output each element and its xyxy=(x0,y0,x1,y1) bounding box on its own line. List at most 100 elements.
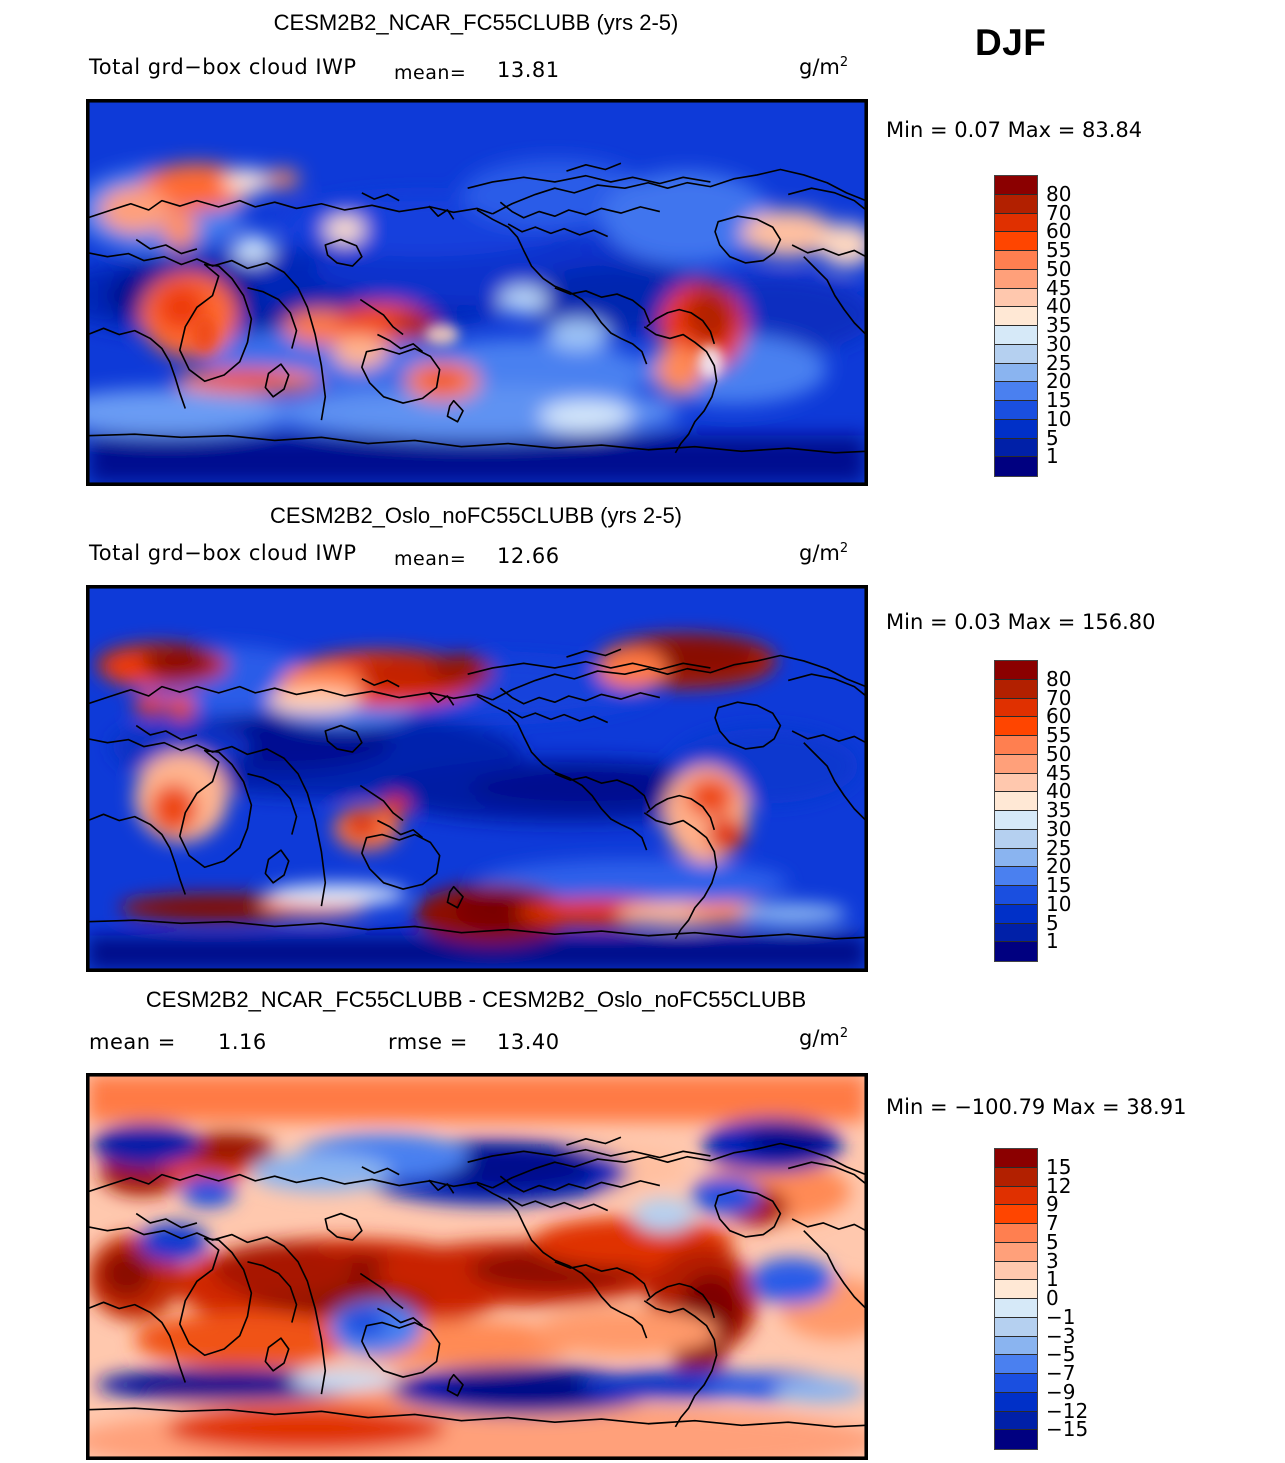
panel-diff-rmse-label: rmse = xyxy=(388,1030,468,1054)
colorbar-band xyxy=(995,419,1037,439)
panel-diff-map-svg xyxy=(88,1075,866,1458)
colorbar-tick-label: 0 xyxy=(1046,1286,1059,1310)
colorbar-tick-label: 12 xyxy=(1046,1173,1072,1198)
panel-ncar-units-exp: 2 xyxy=(839,55,849,70)
colorbar-band xyxy=(995,717,1037,736)
panel-oslo-colorbar-labels: 80 70 60 55 50 45 40 35 30 25 20 15 10 5 1 xyxy=(1046,660,1166,960)
panel-oslo-units: g/m2 xyxy=(799,541,848,565)
coastlines xyxy=(88,648,866,940)
colorbar-band xyxy=(995,307,1037,326)
panel-oslo-title: CESM2B2_Oslo_noFC55CLUBB (yrs 2-5) xyxy=(269,503,683,528)
panel-ncar-mean-label: mean= xyxy=(394,62,467,84)
panel-ncar-colorbar-bands xyxy=(994,175,1038,477)
colorbar-tick-label: 45 xyxy=(1046,760,1072,785)
colorbar-tick-label: 50 xyxy=(1046,256,1072,281)
colorbar-tick-label: 55 xyxy=(1046,723,1072,747)
panel-diff-mean-label: mean = xyxy=(89,1030,176,1054)
colorbar-band xyxy=(995,1167,1037,1187)
panel-diff-mean-value: 1.16 xyxy=(218,1030,267,1054)
colorbar-band xyxy=(995,382,1037,401)
colorbar-tick-label: −9 xyxy=(1046,1379,1076,1404)
colorbar-band xyxy=(995,1336,1037,1356)
colorbar-band xyxy=(995,1280,1037,1299)
colorbar-band xyxy=(995,1317,1037,1337)
colorbar-band xyxy=(995,1186,1037,1206)
colorbar-band xyxy=(995,251,1037,270)
panel-ncar-title: CESM2B2_NCAR_FC55CLUBB (yrs 2-5) xyxy=(273,10,679,35)
panel-oslo-units-text: g/m xyxy=(799,541,840,565)
colorbar-band xyxy=(995,326,1037,345)
field-shading xyxy=(88,1075,866,1458)
colorbar-band xyxy=(995,1149,1037,1168)
panel-ncar-units-text: g/m xyxy=(799,55,840,79)
colorbar-tick-label: −12 xyxy=(1046,1398,1089,1423)
colorbar-band xyxy=(995,904,1037,924)
colorbar-tick-label: 60 xyxy=(1046,704,1072,729)
field-shading xyxy=(88,633,866,970)
coastlines xyxy=(88,162,866,454)
panel-ncar-map-svg xyxy=(88,101,866,484)
colorbar-band xyxy=(995,1430,1037,1449)
colorbar-tick-label: 55 xyxy=(1046,238,1072,262)
panel-oslo-colorbar: 80 70 60 55 50 45 40 35 30 25 20 15 10 5 1 xyxy=(994,660,1174,962)
colorbar-band xyxy=(995,848,1037,868)
colorbar-band xyxy=(995,1299,1037,1318)
panel-diff-units: g/m2 xyxy=(799,1026,848,1050)
panel-diff-colorbar-labels: 15 12 9 7 5 3 1 0 −1 −3 −5 −7 −9 −12 −15 xyxy=(1046,1148,1166,1448)
colorbar-tick-label: 1 xyxy=(1046,929,1059,954)
colorbar-band xyxy=(995,792,1037,811)
colorbar-tick-label: 40 xyxy=(1046,294,1072,319)
colorbar-tick-label: −7 xyxy=(1046,1361,1076,1385)
panel-diff-map xyxy=(86,1073,868,1460)
colorbar-band xyxy=(995,923,1037,943)
panel-diff-units-exp: 2 xyxy=(839,1026,849,1041)
panel-diff-units-text: g/m xyxy=(799,1026,840,1050)
colorbar-tick-label: 1 xyxy=(1046,1267,1059,1292)
panel-diff-minmax: Min = −100.79 Max = 38.91 xyxy=(886,1095,1187,1119)
colorbar-tick-label: 5 xyxy=(1046,1229,1059,1254)
colorbar-tick-label: 15 xyxy=(1046,388,1072,412)
panel-oslo-map-svg xyxy=(88,587,866,970)
panel-ncar-units: g/m2 xyxy=(799,55,848,79)
colorbar-band xyxy=(995,232,1037,251)
panel-oslo-minmax: Min = 0.03 Max = 156.80 xyxy=(886,610,1156,634)
colorbar-tick-label: 3 xyxy=(1046,1248,1059,1273)
colorbar-band xyxy=(995,438,1037,458)
colorbar-band xyxy=(995,213,1037,233)
colorbar-band xyxy=(995,1224,1037,1243)
panel-ncar-map xyxy=(86,99,868,486)
panel-oslo-map xyxy=(86,585,868,972)
colorbar-band xyxy=(995,736,1037,755)
panel-ncar-colorbar-labels: 80 70 60 55 50 45 40 35 30 25 20 15 10 5 1 xyxy=(1046,175,1166,475)
colorbar-tick-label: 7 xyxy=(1046,1211,1059,1235)
panel-ncar-variable-label: Total grd−box cloud IWP xyxy=(89,55,357,79)
colorbar-tick-label: 80 xyxy=(1046,666,1072,691)
colorbar-tick-label: −15 xyxy=(1046,1417,1089,1442)
panel-oslo-mean-label: mean= xyxy=(394,548,467,570)
colorbar-tick-label: 20 xyxy=(1046,369,1072,394)
colorbar-tick-label: 10 xyxy=(1046,406,1072,431)
colorbar-tick-label: 15 xyxy=(1046,873,1072,897)
colorbar-band xyxy=(995,288,1037,308)
panel-diff-colorbar: 15 12 9 7 5 3 1 0 −1 −3 −5 −7 −9 −12 −15 xyxy=(994,1148,1174,1450)
colorbar-tick-label: 30 xyxy=(1046,331,1072,356)
colorbar-tick-label: 35 xyxy=(1046,798,1072,822)
colorbar-band xyxy=(995,661,1037,680)
colorbar-band xyxy=(995,811,1037,830)
panel-ncar-minmax: Min = 0.07 Max = 83.84 xyxy=(886,118,1143,142)
colorbar-band xyxy=(995,1355,1037,1374)
colorbar-tick-label: −5 xyxy=(1046,1342,1076,1367)
colorbar-tick-label: −1 xyxy=(1046,1304,1076,1329)
colorbar-tick-label: 15 xyxy=(1046,1154,1072,1179)
colorbar-tick-label: 5 xyxy=(1046,910,1059,935)
colorbar-tick-label: −3 xyxy=(1046,1323,1076,1348)
panel-diff-title: CESM2B2_NCAR_FC55CLUBB - CESM2B2_Oslo_no… xyxy=(145,987,807,1012)
field-detail xyxy=(192,315,723,379)
colorbar-tick-label: 25 xyxy=(1046,350,1072,375)
coastlines xyxy=(88,1136,866,1428)
panel-oslo-colorbar-bands xyxy=(994,660,1038,962)
colorbar-band xyxy=(995,867,1037,886)
colorbar-tick-label: 9 xyxy=(1046,1192,1059,1217)
colorbar-band xyxy=(995,829,1037,849)
colorbar-band xyxy=(995,457,1037,476)
